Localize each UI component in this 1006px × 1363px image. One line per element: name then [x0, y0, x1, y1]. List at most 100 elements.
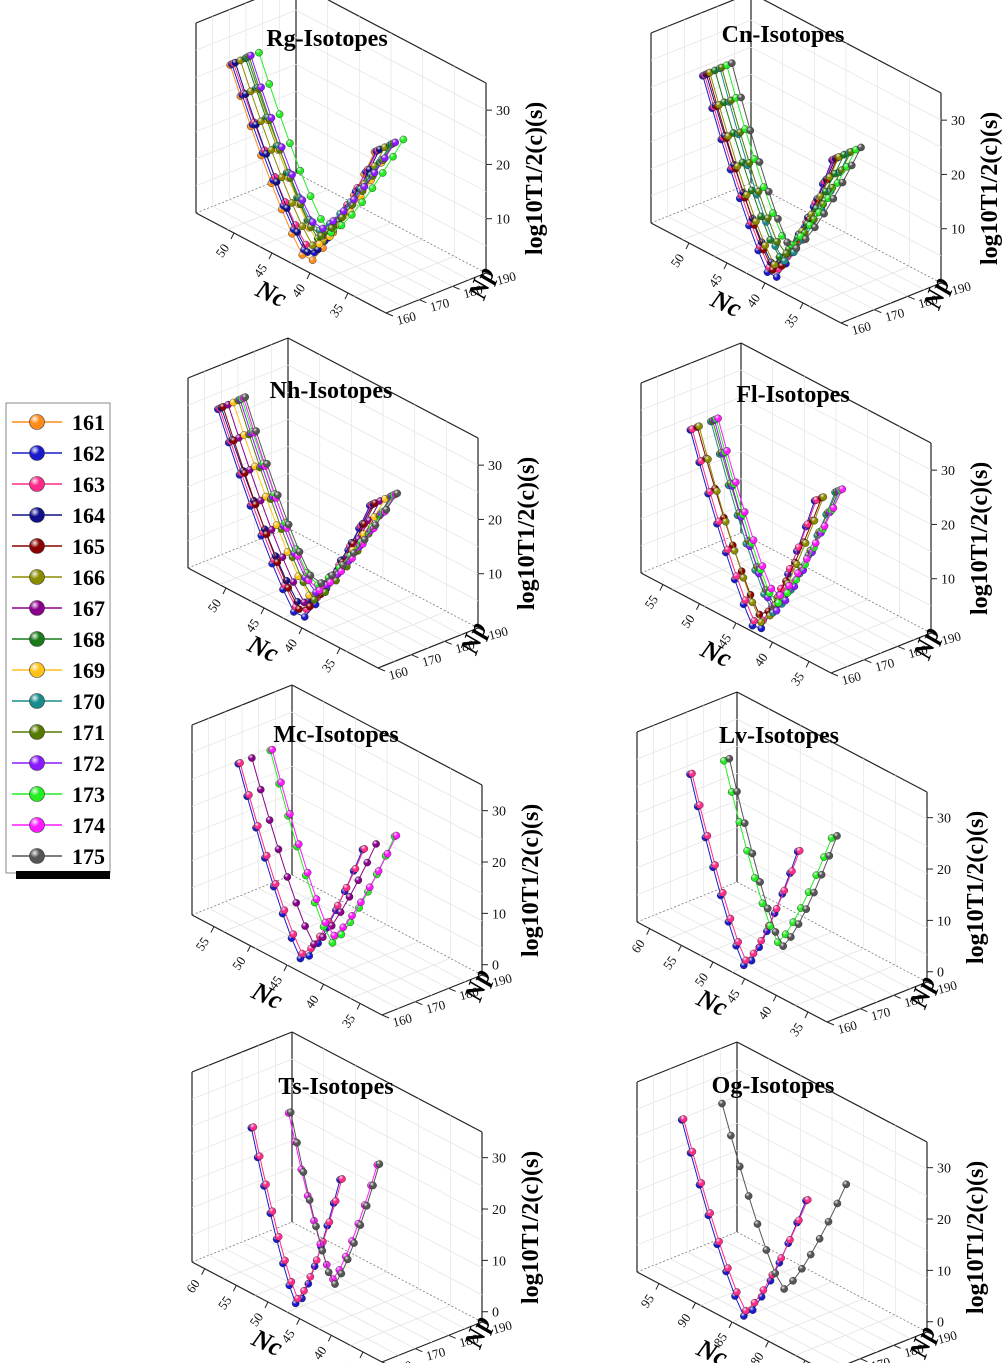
grid-line: [187, 364, 289, 406]
series-line: [721, 1103, 847, 1290]
data-point-shine: [317, 232, 325, 240]
data-point-shine: [267, 526, 276, 534]
data-point-shine: [399, 135, 407, 144]
y-tick-label: 160: [850, 318, 873, 338]
data-point-shine: [293, 1139, 301, 1147]
legend-item-170: 170: [12, 689, 105, 714]
data-point-shine: [820, 210, 828, 218]
data-point-shine: [310, 940, 318, 948]
x-tick: [356, 1003, 361, 1010]
z-tick-label: 20: [937, 863, 951, 878]
data-point-shine: [715, 1237, 723, 1246]
data-point-shine: [252, 500, 260, 509]
data-point-shine: [288, 199, 296, 207]
data-point-shine: [781, 596, 790, 605]
y-tick: [448, 1334, 456, 1339]
chart-title: Fl-Isotopes: [736, 382, 849, 408]
legend-item-165: 165: [12, 534, 105, 559]
data-point-shine: [382, 506, 390, 514]
y-tick: [864, 659, 872, 664]
data-point-shine: [360, 183, 368, 191]
data-point-shine: [356, 1221, 364, 1229]
data-point-shine: [785, 582, 793, 590]
z-tick-label: 10: [941, 573, 955, 588]
data-point-shine: [748, 849, 757, 858]
data-point-shine: [742, 956, 750, 964]
data-point-shine: [284, 584, 292, 592]
grid: [191, 1038, 483, 1356]
axes-frame: [650, 0, 942, 324]
series-line: [712, 420, 838, 607]
data-point-shine: [257, 785, 265, 794]
data-point-shine: [755, 943, 763, 951]
data-point-shine: [255, 49, 263, 57]
data-point-shine: [706, 1209, 714, 1217]
data-point-shine: [741, 596, 749, 604]
data-point-shine: [267, 114, 276, 122]
tick-labels: 95908580751601701801900102030: [637, 1162, 959, 1363]
x-tick: [677, 945, 682, 952]
data-point-shine: [803, 520, 812, 528]
y-tick-label: 180: [458, 1331, 481, 1351]
data-point-shine: [306, 1196, 314, 1204]
grid-line: [295, 36, 487, 138]
data-point-shine: [319, 224, 327, 233]
grid-line: [295, 145, 487, 247]
grid-line: [650, 19, 752, 61]
data-point-shine: [727, 1131, 735, 1140]
x-tick: [765, 1341, 769, 1348]
legend-item-168: 168: [12, 627, 105, 652]
y-tick-label: 170: [869, 1354, 892, 1363]
data-point-shine: [338, 213, 346, 221]
data-point-shine: [340, 207, 348, 215]
series-175: [725, 754, 841, 950]
data-point-shine: [757, 937, 765, 945]
z-tick-label: 0: [937, 966, 944, 981]
grid-line: [799, 615, 900, 657]
x-tick: [264, 1301, 269, 1309]
grid-line: [795, 1314, 896, 1356]
x-tick-label: 55: [192, 934, 212, 953]
grid-line: [740, 396, 932, 498]
grid-line: [287, 391, 479, 493]
data-point-shine: [337, 221, 346, 230]
data-point-shine: [369, 1181, 377, 1190]
data-point-shine: [296, 167, 304, 175]
data-point-shine: [755, 610, 763, 619]
data-point-shine: [780, 886, 788, 895]
data-point-shine: [241, 393, 249, 401]
data-point-shine: [697, 1179, 705, 1187]
grid-line: [736, 1068, 928, 1170]
x-tick: [359, 1351, 364, 1359]
x-tick: [232, 1285, 237, 1292]
data-point-shine: [262, 1180, 270, 1188]
data-point-shine: [741, 508, 749, 516]
data-point-shine: [281, 1256, 289, 1265]
data-point-shine: [804, 1196, 812, 1204]
legend-bottom-bar: [16, 871, 110, 879]
data-point-shine: [317, 579, 325, 587]
data-point-shine: [802, 905, 810, 913]
data-point-shine: [770, 261, 778, 269]
grid-line: [291, 1194, 483, 1296]
data-point-shine: [730, 547, 739, 555]
series-174: [714, 414, 847, 600]
data-point-shine: [348, 912, 356, 920]
y-tick: [415, 1001, 423, 1006]
legend-item-162: 162: [12, 441, 105, 466]
data-series: [234, 745, 401, 963]
data-point-shine: [331, 1280, 339, 1288]
data-point-shine: [305, 952, 313, 960]
data-point-shine: [236, 759, 244, 767]
data-point-shine: [777, 1254, 785, 1262]
x-tick: [327, 1335, 332, 1342]
grid-line: [191, 711, 293, 753]
data-point-shine: [762, 1246, 770, 1254]
data-point-shine: [838, 178, 847, 187]
x-tick: [799, 302, 804, 310]
data-series: [247, 1108, 384, 1308]
legend-label: 166: [72, 565, 105, 590]
legend-label: 163: [72, 472, 105, 497]
data-point-shine: [389, 153, 397, 161]
data-point-shine: [759, 1286, 768, 1294]
